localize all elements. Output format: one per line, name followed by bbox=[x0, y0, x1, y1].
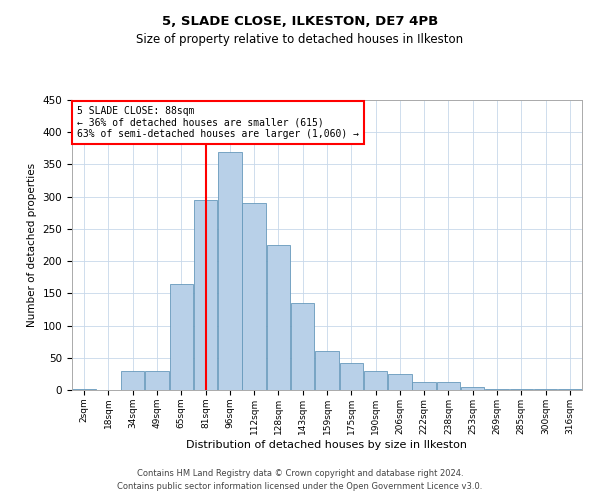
Text: 5, SLADE CLOSE, ILKESTON, DE7 4PB: 5, SLADE CLOSE, ILKESTON, DE7 4PB bbox=[162, 15, 438, 28]
Bar bbox=[73, 388, 96, 390]
Bar bbox=[388, 374, 412, 390]
Bar bbox=[291, 303, 314, 390]
Bar bbox=[340, 363, 363, 390]
Text: Size of property relative to detached houses in Ilkeston: Size of property relative to detached ho… bbox=[136, 32, 464, 46]
Bar bbox=[437, 382, 460, 390]
Bar bbox=[145, 370, 169, 390]
Bar bbox=[170, 284, 193, 390]
Y-axis label: Number of detached properties: Number of detached properties bbox=[27, 163, 37, 327]
Text: Contains public sector information licensed under the Open Government Licence v3: Contains public sector information licen… bbox=[118, 482, 482, 491]
Bar bbox=[315, 352, 339, 390]
Bar bbox=[242, 203, 266, 390]
Text: Contains HM Land Registry data © Crown copyright and database right 2024.: Contains HM Land Registry data © Crown c… bbox=[137, 468, 463, 477]
Bar bbox=[194, 200, 217, 390]
Bar bbox=[266, 245, 290, 390]
Bar bbox=[218, 152, 242, 390]
Bar bbox=[461, 387, 484, 390]
Bar bbox=[412, 382, 436, 390]
Bar bbox=[485, 388, 509, 390]
Bar bbox=[121, 370, 145, 390]
Bar bbox=[509, 388, 533, 390]
Bar bbox=[364, 370, 388, 390]
Text: 5 SLADE CLOSE: 88sqm
← 36% of detached houses are smaller (615)
63% of semi-deta: 5 SLADE CLOSE: 88sqm ← 36% of detached h… bbox=[77, 106, 359, 139]
X-axis label: Distribution of detached houses by size in Ilkeston: Distribution of detached houses by size … bbox=[187, 440, 467, 450]
